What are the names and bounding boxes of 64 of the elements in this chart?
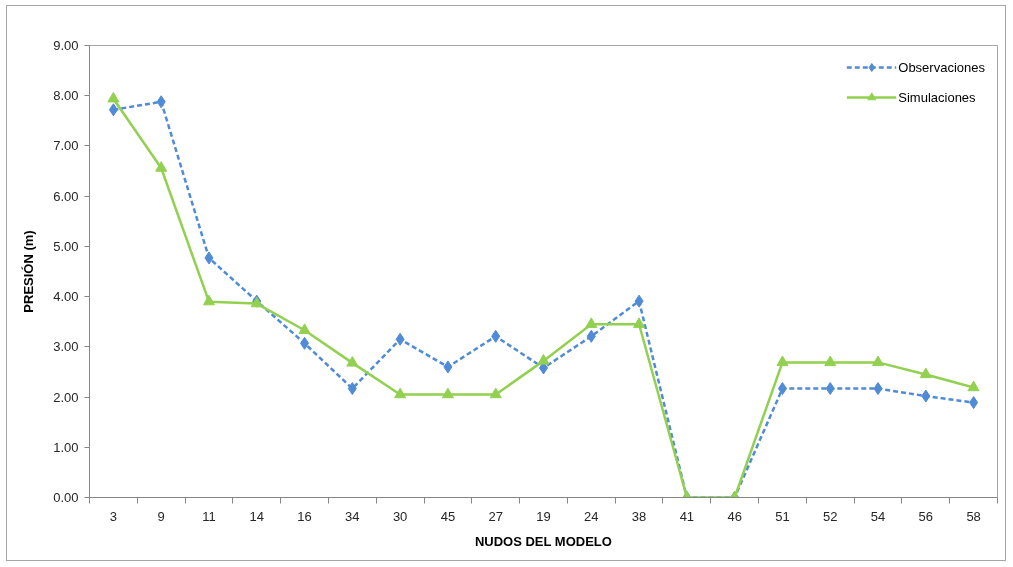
x-tick-label: 54 <box>870 508 886 524</box>
x-tick-label: 19 <box>536 508 551 524</box>
x-tick-label: 46 <box>727 508 742 524</box>
point <box>300 336 310 350</box>
x-axis-title: NUDOS DEL MODELO <box>474 533 612 549</box>
y-tick-label: 0.00 <box>53 490 79 505</box>
point <box>824 355 837 367</box>
x-tick-label: 9 <box>157 508 165 524</box>
x-tick-label: 51 <box>775 508 790 524</box>
point <box>921 389 931 403</box>
x-tick-label: 45 <box>440 508 456 524</box>
point <box>394 387 407 399</box>
x-tick-label: 11 <box>202 508 216 524</box>
x-tick-label: 24 <box>584 508 599 524</box>
y-tick-label: 2.00 <box>53 389 79 405</box>
x-tick-label: 38 <box>631 508 647 524</box>
point <box>346 356 359 367</box>
point <box>443 360 453 374</box>
x-tick-label: 3 <box>109 508 118 524</box>
point <box>585 317 598 328</box>
x-tick-label: 34 <box>345 508 360 524</box>
point <box>777 382 787 396</box>
legend-label: Simulaciones <box>898 88 976 107</box>
x-tick-label: 30 <box>392 508 408 524</box>
y-tick-label: 5.00 <box>53 238 79 254</box>
point <box>108 103 118 117</box>
y-tick-label: 4.00 <box>53 289 79 305</box>
point <box>919 367 932 379</box>
x-tick-label: 16 <box>297 508 312 524</box>
x-tick-label: 14 <box>249 508 264 524</box>
y-tick-label: 1.00 <box>53 439 79 455</box>
point <box>776 355 789 367</box>
point <box>204 251 214 265</box>
y-tick-label: 3.00 <box>53 339 79 355</box>
point <box>491 329 501 343</box>
x-tick-label: 58 <box>966 508 981 524</box>
point <box>825 382 835 396</box>
point <box>537 354 550 365</box>
x-tick-label: 52 <box>823 508 838 524</box>
legend-label: Observaciones <box>898 58 985 77</box>
y-tick-label: 8.00 <box>53 88 79 104</box>
y-tick-label: 7.00 <box>53 138 79 154</box>
y-tick-label: 6.00 <box>53 188 79 204</box>
x-tick-label: 27 <box>488 508 503 524</box>
point <box>298 323 311 334</box>
point <box>107 91 120 103</box>
point <box>873 382 883 396</box>
x-tick-label: 41 <box>679 508 695 524</box>
point <box>634 294 644 308</box>
y-tick-label: 9.00 <box>53 38 79 53</box>
point <box>967 380 980 392</box>
point <box>395 332 405 346</box>
point <box>202 294 215 306</box>
point <box>156 95 166 109</box>
point <box>586 329 596 343</box>
y-axis-title: PRESIÓN (m) <box>21 230 37 313</box>
point <box>441 387 454 399</box>
point <box>489 387 502 399</box>
x-tick-label: 56 <box>918 508 934 524</box>
point <box>347 382 357 396</box>
point <box>969 396 979 410</box>
point <box>872 355 885 367</box>
point <box>633 317 646 328</box>
point <box>155 161 168 172</box>
